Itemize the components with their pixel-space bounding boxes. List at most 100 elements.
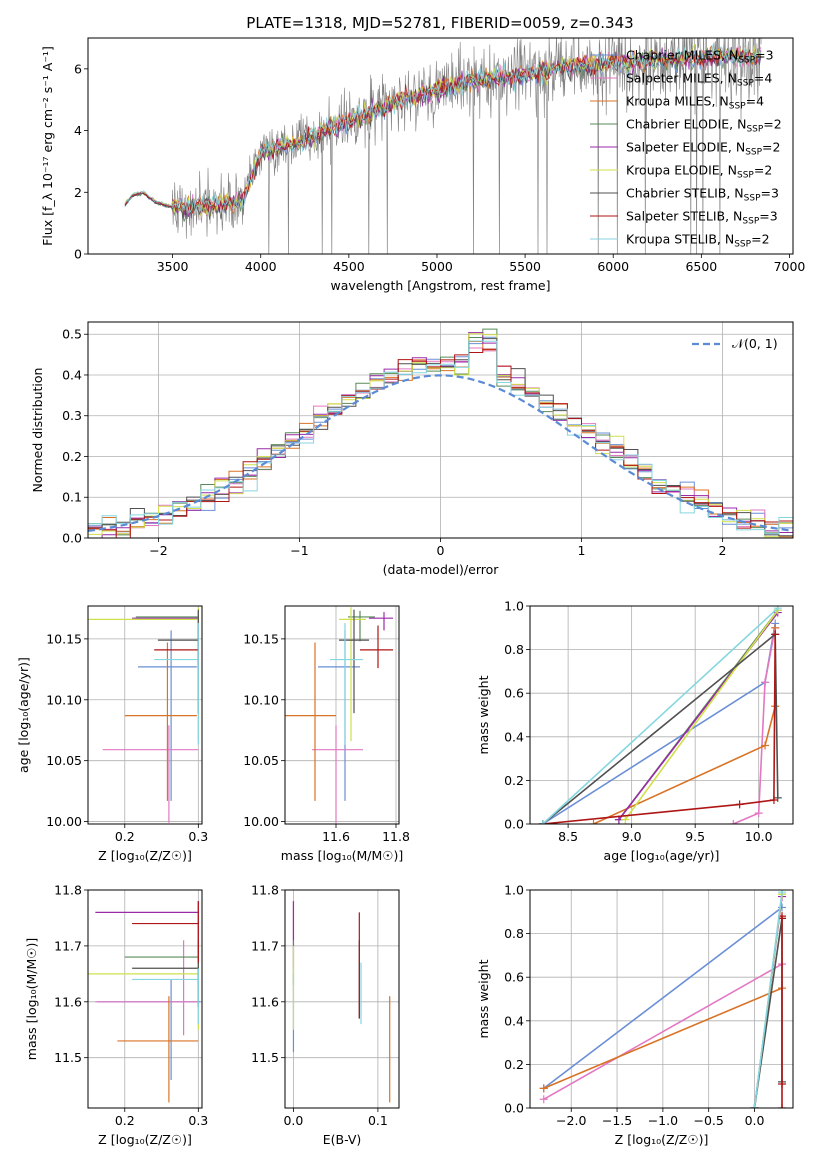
legend-nssp-prefix: , N bbox=[721, 48, 738, 63]
legend-nssp-prefix: , N bbox=[717, 232, 734, 247]
x-axis-label: Z [log₁₀(Z/Z☉)] bbox=[98, 1132, 192, 1147]
legend-series-name: Kroupa MILES bbox=[626, 94, 712, 109]
y-tick-label: 0.6 bbox=[504, 686, 524, 701]
panel-residuals: −2 −1 0 1 2 0.0 0.1 0.2 0.3 0.4 0.5 (data-model)/er… bbox=[30, 321, 794, 577]
axes-frame bbox=[87, 37, 794, 255]
y-tick-label: 11.8 bbox=[251, 883, 279, 898]
legend-entry: Salpeter ELODIE, NSSP=2 bbox=[626, 140, 780, 158]
x-tick-label: 1 bbox=[578, 543, 586, 558]
axes-overlay: 0.2 0.3 10.00 10.05 10.10 10.15 Z [log₁₀(Z/Z☉)… bbox=[16, 605, 208, 863]
weight-marker bbox=[778, 1080, 787, 1089]
legend-entry: 𝒩(0, 1) bbox=[732, 336, 778, 351]
legend-nssp-equals: = bbox=[762, 140, 772, 155]
x-tick-label: −0.5 bbox=[694, 1113, 724, 1128]
legend-nssp-value: 4 bbox=[756, 94, 764, 109]
y-tick-label: 11.5 bbox=[251, 1050, 279, 1065]
legend-nssp-value: 2 bbox=[762, 232, 770, 247]
weight-marker bbox=[754, 809, 763, 818]
y-tick-label: 10.10 bbox=[243, 692, 279, 707]
x-tick-label: 0 bbox=[437, 543, 445, 558]
y-axis-label: Flux [f_λ 10⁻¹⁷ erg cm⁻² s⁻¹ A⁻¹] bbox=[40, 46, 55, 246]
weight-marker bbox=[589, 820, 598, 824]
y-tick-label: 0.2 bbox=[504, 773, 524, 788]
x-tick-label: −2 bbox=[149, 543, 167, 558]
x-tick-label: 0.1 bbox=[368, 1113, 388, 1128]
y-tick-label: 10.10 bbox=[46, 692, 82, 707]
weight-marker bbox=[761, 741, 770, 750]
legend-series-name: Kroupa ELODIE bbox=[626, 163, 720, 178]
axes-frame bbox=[87, 321, 794, 539]
x-tick-label: 0.0 bbox=[745, 1113, 765, 1128]
legend-nssp-equals: = bbox=[759, 209, 769, 224]
normal-curve bbox=[88, 374, 793, 532]
x-tick-label: 9.5 bbox=[685, 829, 705, 844]
legend-nssp-value: 3 bbox=[771, 186, 779, 201]
legend-nssp-prefix: , N bbox=[729, 117, 746, 132]
legend-nssp-equals: = bbox=[746, 94, 756, 109]
y-tick-label: 10.15 bbox=[243, 631, 279, 646]
model-spectrum-kroupa-stelib bbox=[124, 44, 762, 214]
legend-nssp-prefix: , N bbox=[720, 163, 737, 178]
axes-frame bbox=[529, 889, 794, 1109]
axes-frame bbox=[284, 605, 400, 825]
panel-weight-vs-age: 8.5 9.0 9.5 10.0 0.0 0.2 0.4 0.6 0.8 1.0 age [log₁… bbox=[476, 599, 794, 863]
legend-entry: Kroupa ELODIE, NSSP=2 bbox=[626, 163, 772, 181]
weight-marker bbox=[761, 678, 770, 687]
y-tick-label: 0.8 bbox=[504, 642, 524, 657]
x-tick-label: 11.6 bbox=[322, 829, 350, 844]
x-tick-label: 6000 bbox=[597, 259, 629, 274]
legend-series-name: Kroupa STELIB bbox=[626, 232, 717, 247]
y-tick-label: 11.7 bbox=[251, 938, 279, 953]
legend-nssp-subscript: SSP bbox=[734, 240, 751, 250]
x-tick-label: −2.0 bbox=[556, 1113, 586, 1128]
y-tick-label: 0.3 bbox=[62, 408, 82, 423]
axes-overlay: 0.2 0.3 11.5 11.6 11.7 11.8 Z [log₁₀(Z/Z☉)] mas… bbox=[24, 883, 208, 1148]
axes-frame bbox=[284, 889, 400, 1109]
legend-series-name: Salpeter ELODIE bbox=[626, 140, 728, 155]
y-tick-label: 0.6 bbox=[504, 970, 524, 985]
legend-nssp-prefix: , N bbox=[725, 209, 742, 224]
weight-marker bbox=[773, 606, 782, 613]
legend-series-name: Chabrier MILES bbox=[626, 48, 721, 63]
axes-overlay: 3500 4000 4500 5000 5500 6000 6500 70000246wave… bbox=[40, 37, 805, 293]
y-tick-label: 11.6 bbox=[251, 994, 279, 1009]
x-tick-label: 0.2 bbox=[115, 1113, 135, 1128]
legend-series-name: Chabrier ELODIE bbox=[626, 117, 729, 132]
x-tick-label: −1 bbox=[290, 543, 308, 558]
x-tick-label: 5000 bbox=[421, 259, 453, 274]
y-tick-label: 0.4 bbox=[62, 367, 82, 382]
panel-spectrum: 3500 4000 4500 5000 5500 6000 6500 70000246wave… bbox=[40, 37, 805, 293]
weight-line-kroupa-stelib bbox=[753, 892, 783, 1108]
weight-marker bbox=[735, 800, 744, 809]
x-tick-label: 4000 bbox=[245, 259, 277, 274]
x-tick-label: 0.2 bbox=[115, 829, 135, 844]
legend-nssp-equals: = bbox=[763, 117, 773, 132]
legend-entry: Chabrier ELODIE, NSSP=2 bbox=[626, 117, 782, 135]
legend-nssp-prefix: , N bbox=[726, 186, 743, 201]
y-tick-label: 10.15 bbox=[46, 631, 82, 646]
y-tick-label: 0.4 bbox=[504, 729, 524, 744]
weight-marker bbox=[538, 820, 547, 824]
legend-nssp-value: 4 bbox=[764, 71, 772, 86]
y-tick-label: 0.2 bbox=[504, 1057, 524, 1072]
figure-title: PLATE=1318, MJD=52781, FIBERID=0059, z=0… bbox=[246, 14, 633, 32]
plot-area bbox=[88, 328, 793, 538]
legend-entry: Kroupa MILES, NSSP=4 bbox=[626, 94, 764, 112]
weight-marker bbox=[771, 630, 780, 639]
y-tick-label: 1.0 bbox=[504, 883, 524, 898]
axes-overlay: 11.6 11.8 10.00 10.05 10.10 10.15 mass [log₁₀(… bbox=[243, 605, 410, 863]
plot-area bbox=[124, 38, 762, 254]
legend-series-name: Salpeter MILES bbox=[626, 71, 720, 86]
y-tick-label: 10.05 bbox=[243, 753, 279, 768]
histogram-salpeter-stelib bbox=[88, 348, 793, 538]
x-axis-label: Z [log₁₀(Z/Z☉)] bbox=[98, 848, 192, 863]
axes-overlay: 8.5 9.0 9.5 10.0 0.0 0.2 0.4 0.6 0.8 1.0 age [log₁… bbox=[476, 599, 794, 863]
plot-area bbox=[285, 607, 393, 823]
y-tick-label: 4 bbox=[74, 123, 82, 138]
legend-nssp-value: 3 bbox=[766, 48, 774, 63]
y-tick-label: 0.1 bbox=[62, 490, 82, 505]
x-tick-label: 0.0 bbox=[283, 1113, 303, 1128]
legend-nssp-subscript: SSP bbox=[746, 125, 763, 135]
y-tick-label: 0.8 bbox=[504, 926, 524, 941]
